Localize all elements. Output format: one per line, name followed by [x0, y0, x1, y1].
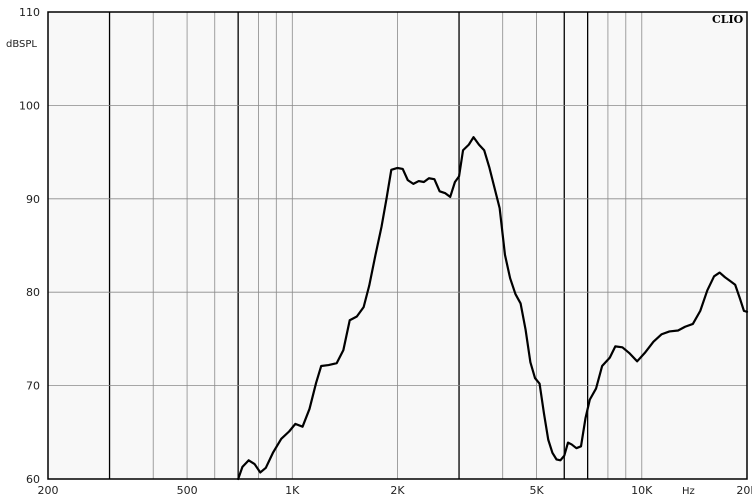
y-tick-label-70: 70 — [26, 380, 40, 393]
y-tick-labels: 60 70 80 90 100 110 — [19, 6, 40, 486]
x-tick-label-5000: 5K — [529, 484, 544, 497]
horizontal-gridlines — [48, 105, 747, 387]
x-tick-label-20000: 20K — [736, 484, 752, 497]
y-tick-label-100: 100 — [19, 99, 40, 112]
x-tick-label-1000: 1K — [285, 484, 300, 497]
major-gridlines — [108, 12, 589, 479]
y-tick-label-80: 80 — [26, 286, 40, 299]
y-tick-label-60: 60 — [26, 473, 40, 486]
brand-label: CLIO — [712, 13, 744, 26]
y-axis-label: dBSPL — [6, 39, 37, 50]
y-tick-label-110: 110 — [19, 6, 40, 19]
plot-border — [47, 11, 748, 480]
y-tick-label-90: 90 — [26, 193, 40, 206]
x-tick-label-2000: 2K — [390, 484, 405, 497]
minor-gridlines — [152, 12, 643, 479]
x-axis-label: Hz — [682, 486, 695, 497]
x-tick-labels: 200 500 1K 2K 5K 10K 20K — [38, 484, 752, 497]
x-tick-label-10000: 10K — [631, 484, 653, 497]
series-line-0 — [237, 136, 749, 481]
x-tick-label-200: 200 — [38, 484, 59, 497]
x-tick-label-500: 500 — [177, 484, 198, 497]
series-group — [237, 136, 749, 481]
